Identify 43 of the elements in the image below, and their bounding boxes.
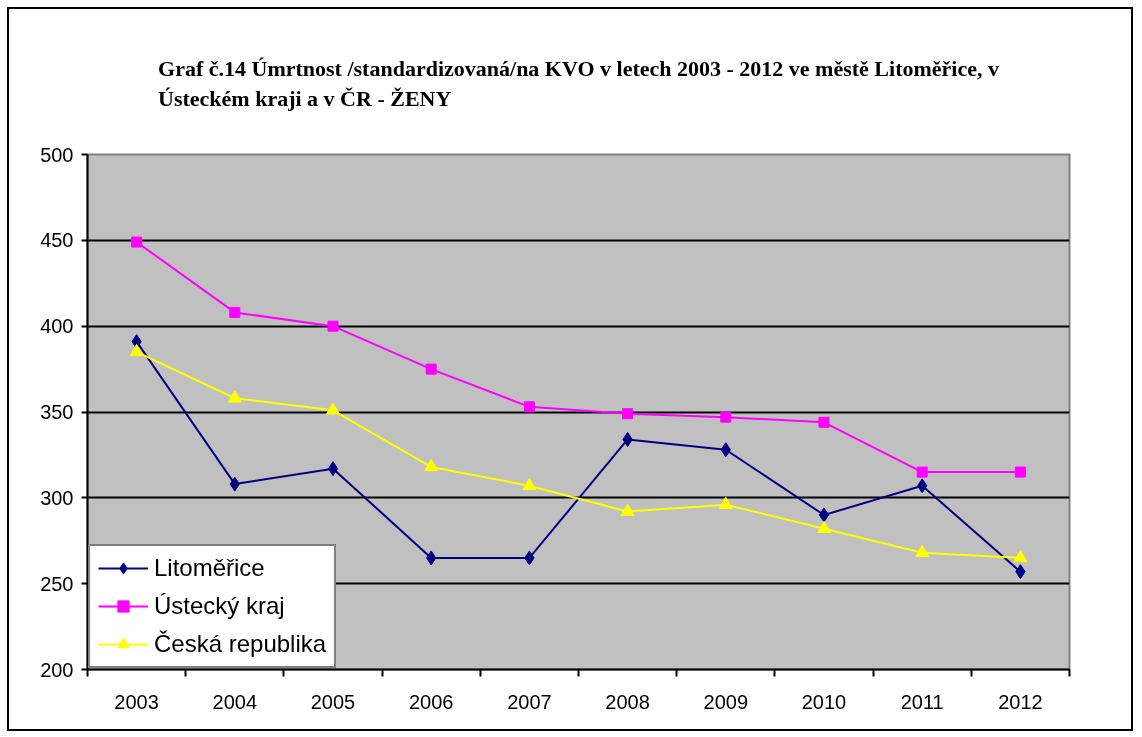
point <box>818 507 830 523</box>
point <box>131 236 143 248</box>
point <box>817 520 831 533</box>
chart-title: Graf č.14 Úmrtnost /standardizovaná/na KVO v letech 2003 - 2012 ve městě Litoměřice, v Ústeckém kraji a v ČR - ŽENY <box>158 55 999 111</box>
point <box>522 477 537 491</box>
point <box>1014 466 1026 478</box>
point <box>720 411 732 423</box>
point <box>327 320 339 332</box>
point <box>718 496 733 509</box>
point <box>916 466 928 478</box>
x-tick-label: 2010 <box>801 690 847 713</box>
y-tick-label: 250 <box>40 572 74 595</box>
y-tick-label: 350 <box>40 401 74 423</box>
legend-label: Ústecký kraj <box>154 592 285 620</box>
point <box>523 401 535 413</box>
point <box>326 402 340 415</box>
x-tick-label: 2011 <box>900 690 944 713</box>
point <box>1013 549 1028 563</box>
point <box>915 544 930 558</box>
point <box>227 390 242 403</box>
point <box>622 408 634 420</box>
x-tick-label: 2009 <box>703 690 749 713</box>
x-tick-label: 2012 <box>998 690 1043 713</box>
y-tick-label: 300 <box>40 486 74 509</box>
point <box>818 416 830 428</box>
legend-label: Česká republika <box>154 630 327 658</box>
x-tick-label: 2003 <box>114 690 159 713</box>
point <box>229 306 241 318</box>
point <box>620 503 635 516</box>
x-tick-label: 2005 <box>310 690 356 713</box>
point <box>129 343 144 357</box>
point <box>327 461 339 477</box>
point <box>424 458 439 472</box>
y-tick-label: 500 <box>40 143 74 166</box>
x-tick-label: 2006 <box>408 690 454 713</box>
point <box>425 363 437 375</box>
legend-label: Litoměřice <box>154 554 265 582</box>
x-tick-label: 2007 <box>507 690 552 713</box>
x-tick-label: 2008 <box>605 690 650 713</box>
y-tick-label: 450 <box>40 229 74 252</box>
y-tick-label: 200 <box>40 658 74 681</box>
x-tick-label: 2004 <box>212 690 258 713</box>
y-tick-label: 400 <box>40 315 74 338</box>
